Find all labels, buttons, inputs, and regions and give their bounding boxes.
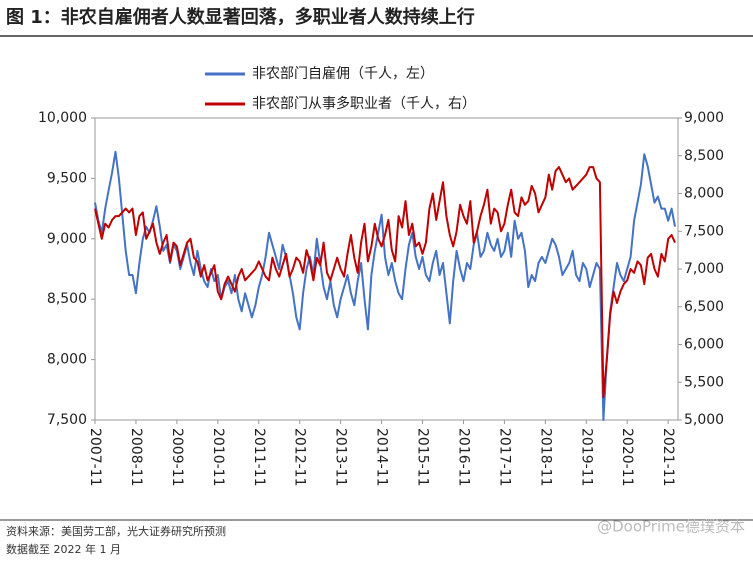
x-tick-label: 2011-11 — [251, 428, 267, 487]
y2-tick-label: 5,500 — [684, 374, 724, 390]
note: 数据截至 2022 年 1 月 — [6, 542, 121, 556]
x-tick-label: 2021-11 — [660, 428, 676, 487]
y-tick-label: 9,000 — [47, 231, 87, 247]
x-tick-label: 2019-11 — [578, 428, 594, 487]
x-tick-label: 2015-11 — [415, 428, 431, 487]
chart-title: 图 1：非农自雇佣者人数显著回落，多职业者人数持续上行 — [6, 6, 475, 28]
legend-label: 非农部门从事多职业者（千人，右） — [252, 95, 476, 112]
y-tick-label: 9,500 — [47, 170, 87, 186]
y-tick-label: 8,500 — [47, 291, 87, 307]
x-tick-label: 2009-11 — [169, 428, 185, 487]
x-tick-label: 2020-11 — [619, 428, 635, 487]
x-tick-label: 2014-11 — [374, 428, 390, 487]
series-line — [94, 166, 676, 399]
x-tick-label: 2010-11 — [210, 428, 226, 487]
x-tick-label: 2007-11 — [87, 428, 103, 487]
x-tick-label: 2013-11 — [333, 428, 349, 487]
y-tick-label: 7,500 — [47, 412, 87, 428]
x-tick-label: 2018-11 — [537, 428, 553, 487]
y2-tick-label: 7,000 — [684, 261, 724, 277]
source: 资料来源：美国劳工部，光大证券研究所预测 — [6, 524, 226, 538]
y2-tick-label: 8,500 — [684, 148, 724, 164]
x-tick-label: 2008-11 — [128, 428, 144, 487]
y-tick-label: 10,000 — [38, 110, 87, 126]
y2-tick-label: 8,000 — [684, 186, 724, 202]
x-tick-label: 2012-11 — [292, 428, 308, 487]
y-tick-label: 8,000 — [47, 352, 87, 368]
legend-label: 非农部门自雇佣（千人，左） — [252, 65, 434, 82]
y2-tick-label: 6,500 — [684, 299, 724, 315]
watermark: @DooPrime德璞资本 — [597, 518, 745, 536]
y2-tick-label: 9,000 — [684, 110, 724, 126]
y2-tick-label: 5,000 — [684, 412, 724, 428]
y2-tick-label: 6,000 — [684, 337, 724, 353]
series-line — [94, 150, 676, 421]
x-tick-label: 2017-11 — [496, 428, 512, 486]
x-tick-label: 2016-11 — [455, 428, 471, 487]
y2-tick-label: 7,500 — [684, 223, 724, 239]
